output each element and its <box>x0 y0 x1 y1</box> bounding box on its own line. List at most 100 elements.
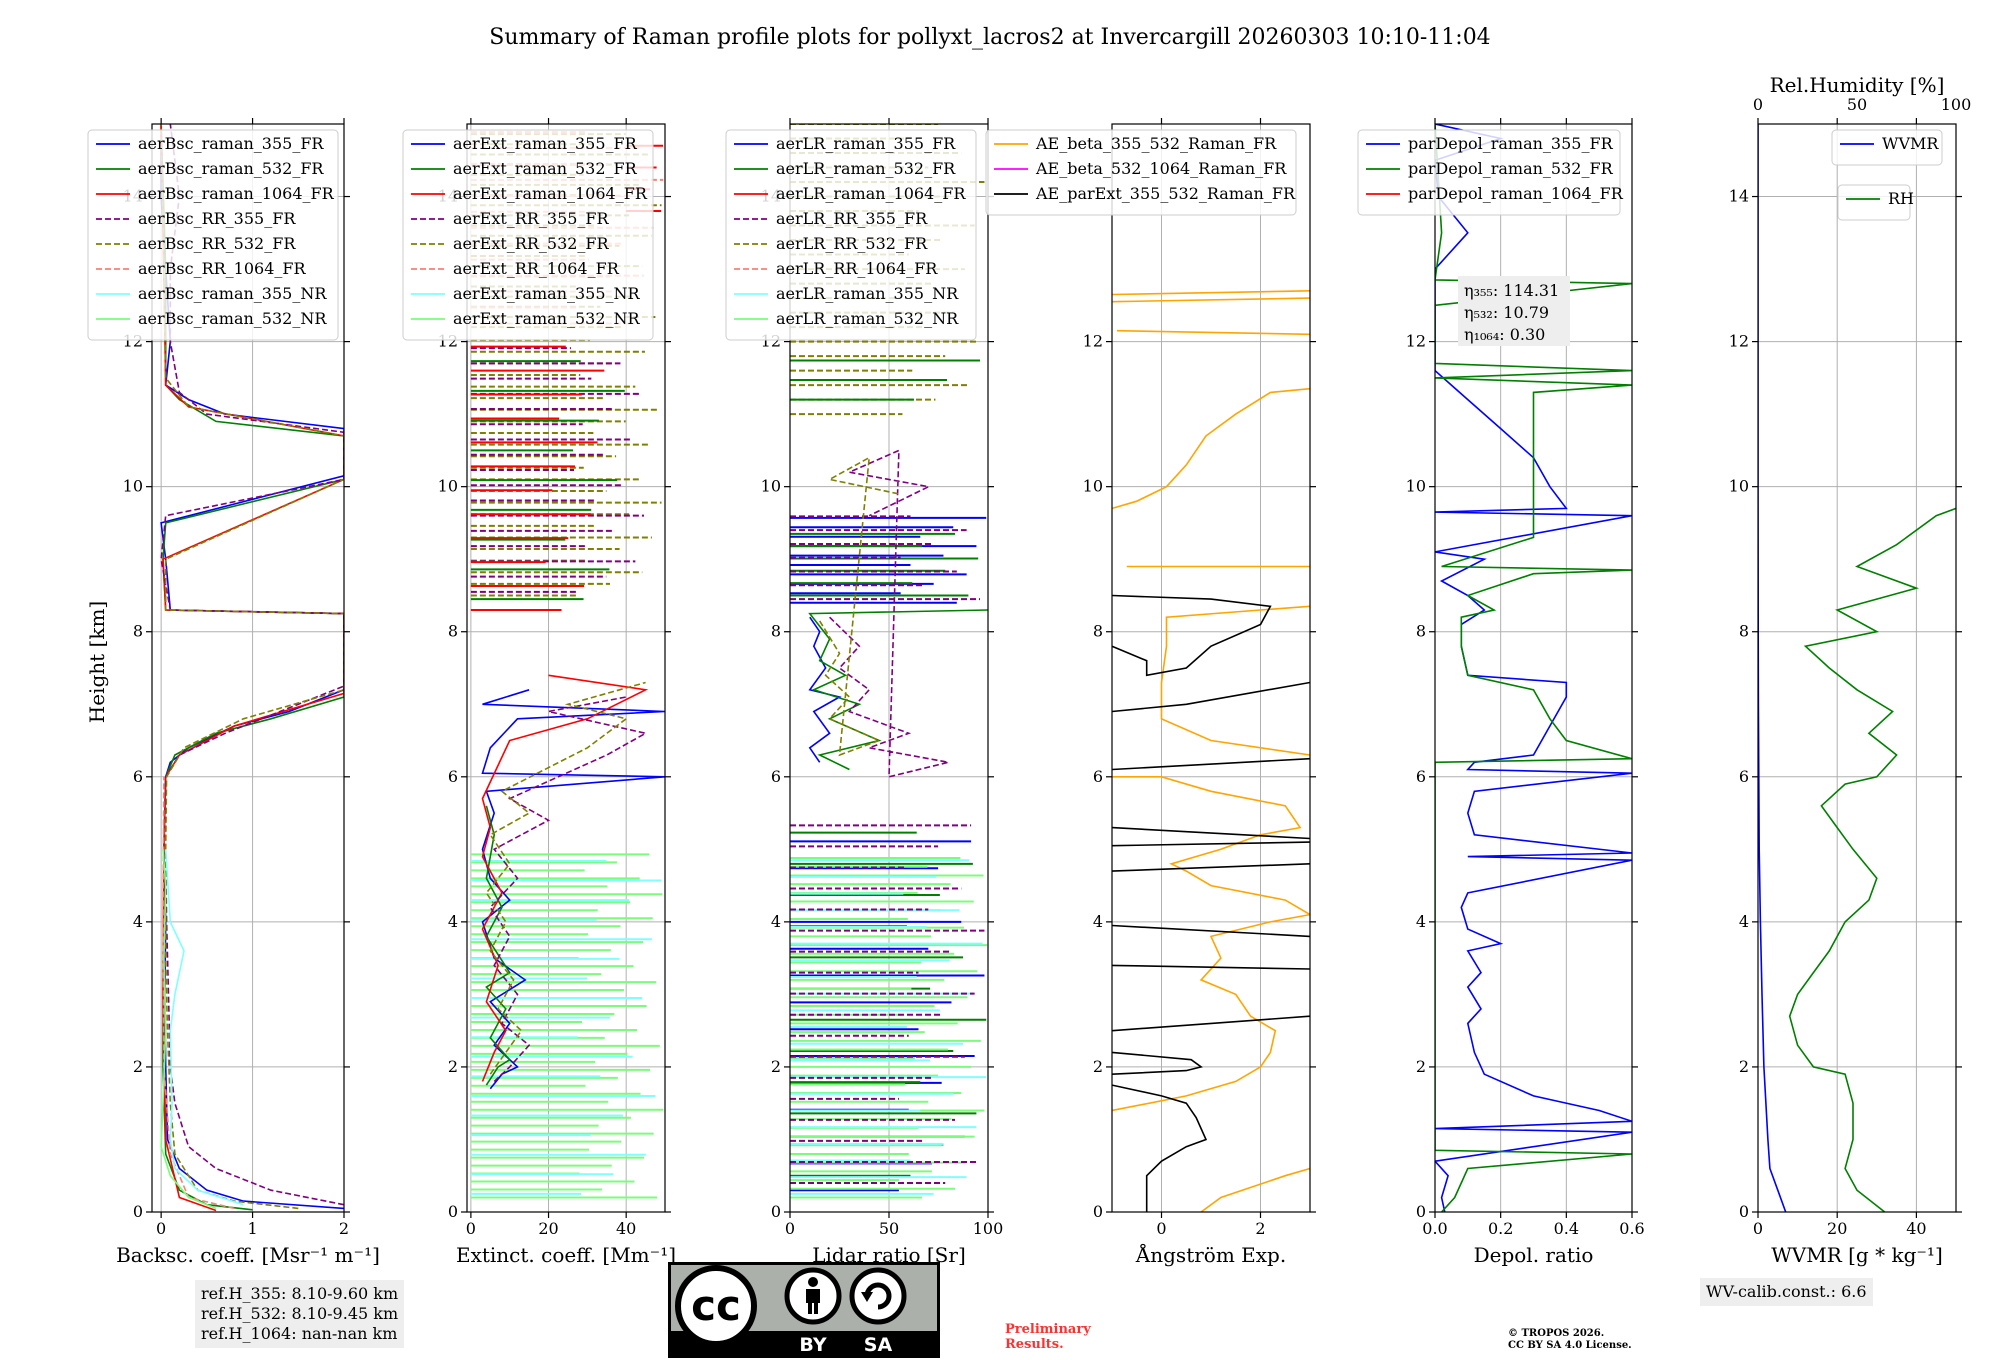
legend-entry: aerBsc_RR_532_FR <box>138 234 296 253</box>
cc-by-label: BY <box>799 1334 826 1356</box>
y-tick-label: 4 <box>1093 912 1103 931</box>
y-tick-label: 0 <box>133 1202 143 1221</box>
wv-calibration-box: WV-calib.const.: 6.6 <box>1700 1278 1873 1306</box>
x-tick-label: 0 <box>1156 1219 1166 1238</box>
legend-entry: aerBsc_raman_355_FR <box>138 134 324 153</box>
y-tick-label: 8 <box>448 622 458 641</box>
series-line <box>1112 863 1310 872</box>
ref-height-355: ref.H_355: 8.10-9.60 km <box>201 1284 399 1303</box>
x-tick-label: 100 <box>973 1219 1004 1238</box>
series-line <box>1112 841 1310 847</box>
legend-box <box>1837 184 1911 221</box>
grid-wv <box>1757 124 1956 1213</box>
y-tick-label: 10 <box>438 477 458 496</box>
series-line <box>1116 329 1310 336</box>
series-line <box>481 674 649 1082</box>
legend-entry: aerExt_raman_532_FR <box>453 159 638 178</box>
series-line <box>1112 775 1310 1112</box>
y-tick-label: 2 <box>1093 1057 1103 1076</box>
top-tick-label: 50 <box>1847 95 1867 114</box>
eta-value: η₁₀₆₄: 0.30 <box>1464 325 1545 344</box>
series-line <box>1112 594 1272 677</box>
legend-entry: aerLR_RR_355_FR <box>776 209 928 228</box>
x-tick-label: 0.6 <box>1619 1219 1644 1238</box>
y-tick-label: 10 <box>1729 477 1749 496</box>
cc-license-badge: cc BY SA <box>668 1262 940 1358</box>
series-line <box>481 689 665 1090</box>
x-axis-label: WVMR [g * kg⁻¹] <box>1771 1243 1943 1267</box>
ref-height-532: ref.H_532: 8.10-9.45 km <box>201 1304 399 1323</box>
y-tick-label: 10 <box>1083 477 1103 496</box>
y-tick-label: 12 <box>1406 332 1426 351</box>
legend-entry: parDepol_raman_532_FR <box>1408 159 1614 178</box>
annotation-box <box>1458 276 1570 346</box>
series-line <box>1788 507 1956 1212</box>
legend-entry: aerBsc_RR_1064_FR <box>138 259 307 278</box>
x-axis-label: Extinct. coeff. [Mm⁻¹] <box>456 1243 676 1267</box>
series-group-bsc <box>160 124 344 1212</box>
y-tick-label: 0 <box>1416 1202 1426 1221</box>
panel-ext: 0246810121402040Extinct. coeff. [Mm⁻¹]ae… <box>402 118 676 1267</box>
y-tick-label: 2 <box>448 1057 458 1076</box>
copyright-line-2: CC BY SA 4.0 License. <box>1508 1340 1632 1351</box>
legend-entry: aerBsc_RR_355_FR <box>138 209 296 228</box>
y-tick-label: 8 <box>1093 622 1103 641</box>
legend-entry: aerExt_raman_355_NR <box>453 284 641 303</box>
x-axis-label: Backsc. coeff. [Msr⁻¹ m⁻¹] <box>116 1243 380 1267</box>
series-line <box>1112 387 1310 510</box>
legend-entry: AE_parExt_355_532_Raman_FR <box>1035 184 1296 203</box>
legend-depol: parDepol_raman_355_FR parDepol_raman_532_… <box>1357 129 1624 216</box>
y-tick-label: 4 <box>1739 912 1749 931</box>
series-line <box>1112 826 1310 840</box>
depol-eta-annotation: η₃₅₅: 114.31 η₅₃₂: 10.79 η₁₀₆₄: 0.30 <box>1458 276 1570 346</box>
y-tick-label: 6 <box>1739 767 1749 786</box>
series-line <box>1112 1084 1208 1212</box>
x-tick-label: 0 <box>1753 1219 1763 1238</box>
reference-height-box: ref.H_355: 8.10-9.60 km ref.H_532: 8.10-… <box>195 1280 405 1348</box>
legend-entry: aerLR_raman_532_NR <box>776 309 959 328</box>
x-tick-label: 1 <box>247 1219 257 1238</box>
y-tick-label: 14 <box>1729 187 1749 206</box>
y-tick-label: 6 <box>1093 767 1103 786</box>
ref-height-1064: ref.H_1064: nan-nan km <box>201 1324 398 1343</box>
axes-frame <box>466 123 666 1213</box>
x-tick-label: 0.0 <box>1422 1219 1447 1238</box>
x-axis-label: Depol. ratio <box>1474 1243 1594 1267</box>
copyright-line-1: © TROPOS 2026. <box>1508 1328 1605 1339</box>
panel-wv: 0 2 4 6 8 10 12 14 0 20 40 WVMR [g * kg⁻¹] 0 50 100Rel… <box>1729 73 1972 1267</box>
y-tick-label: 10 <box>761 477 781 496</box>
x-tick-label: 20 <box>1827 1219 1847 1238</box>
eta-value: η₃₅₅: 114.31 <box>1464 281 1559 300</box>
cc-icon-text: cc <box>691 1281 741 1330</box>
series-line <box>1758 124 1787 1212</box>
series-group-depol <box>1435 124 1632 1212</box>
legend-bsc: aerBsc_raman_355_FR aerBsc_raman_532_FRae… <box>87 129 339 341</box>
legend-entry: aerExt_RR_355_FR <box>453 209 610 228</box>
legend-entry: aerLR_raman_355_NR <box>776 284 959 303</box>
x-tick-label: 40 <box>1906 1219 1926 1238</box>
grid-ae <box>1112 124 1310 1213</box>
x-tick-label: 0 <box>156 1219 166 1238</box>
y-tick-label: 8 <box>771 622 781 641</box>
axes-frame <box>1757 123 1957 1213</box>
series-line <box>1112 964 1310 970</box>
top-tick-label: 100 <box>1941 95 1972 114</box>
axes-frame <box>1111 123 1311 1213</box>
legend-entry: aerLR_raman_1064_FR <box>776 184 966 203</box>
y-tick-label: 2 <box>133 1057 143 1076</box>
series-group-wv <box>1758 124 1956 1212</box>
y-tick-label: 6 <box>771 767 781 786</box>
legend-box <box>985 129 1297 216</box>
y-tick-label: 0 <box>771 1202 781 1221</box>
x-tick-label: 20 <box>538 1219 558 1238</box>
cc-icon <box>675 1265 757 1347</box>
legend-box <box>402 129 654 341</box>
preliminary-results-label: Preliminary Results. <box>1005 1322 1091 1352</box>
legend-entry: aerExt_RR_532_FR <box>453 234 610 253</box>
series-line <box>162 776 235 1210</box>
top-axis-label: Rel.Humidity [%] <box>1770 73 1945 97</box>
series-line <box>1435 124 1632 1212</box>
x-tick-label: 40 <box>616 1219 636 1238</box>
preliminary-line-1: Preliminary <box>1005 1322 1091 1337</box>
figure-title: Summary of Raman profile plots for polly… <box>489 25 1490 50</box>
